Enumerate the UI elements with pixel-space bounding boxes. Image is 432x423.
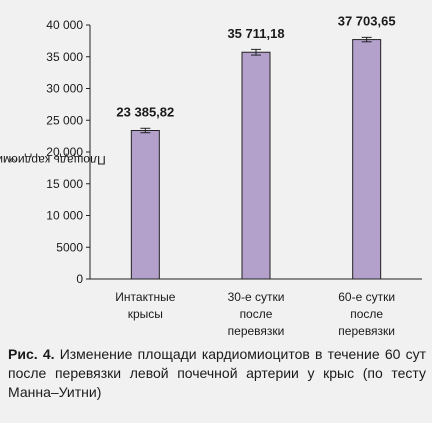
x-tick-label: 30-е сутки после перевязки — [227, 290, 285, 338]
y-tick-label: 40 000 — [46, 18, 83, 32]
data-label: 23 385,82 — [116, 105, 174, 120]
figure-caption: Рис. 4. Изменение площади кардиомиоцитов… — [8, 345, 426, 402]
x-tick-label: 60-е сутки после перевязки — [338, 290, 396, 338]
y-tick-label: 20 000 — [46, 145, 83, 159]
y-tick-label: 0 — [76, 272, 83, 286]
y-tick-label: 15 000 — [46, 177, 83, 191]
y-axis-title: Площадь кардиомиоцитов, мкм2 — [0, 153, 106, 168]
y-axis-title-box: Площадь кардиомиоцитов, мкм2 — [0, 35, 106, 285]
data-label: 37 703,65 — [338, 14, 396, 29]
caption-text: Изменение площади кардиомиоцитов в течен… — [8, 346, 427, 400]
y-tick-label: 10 000 — [46, 209, 83, 223]
bar — [352, 39, 382, 280]
data-label: 35 711,18 — [227, 26, 284, 41]
y-tick-label: 25 000 — [46, 113, 83, 127]
bar-chart: 0 5000 10 000 15 000 20 000 25 000 30 000 35 00… — [46, 14, 422, 286]
x-tick-label: Интактные крысы — [115, 290, 176, 321]
bar — [130, 130, 160, 280]
bar — [241, 51, 271, 280]
y-tick-label: 5000 — [56, 240, 83, 254]
caption-label: Рис. 4. — [8, 346, 55, 362]
y-tick-label: 30 000 — [46, 82, 83, 96]
y-tick-label: 35 000 — [46, 50, 83, 64]
